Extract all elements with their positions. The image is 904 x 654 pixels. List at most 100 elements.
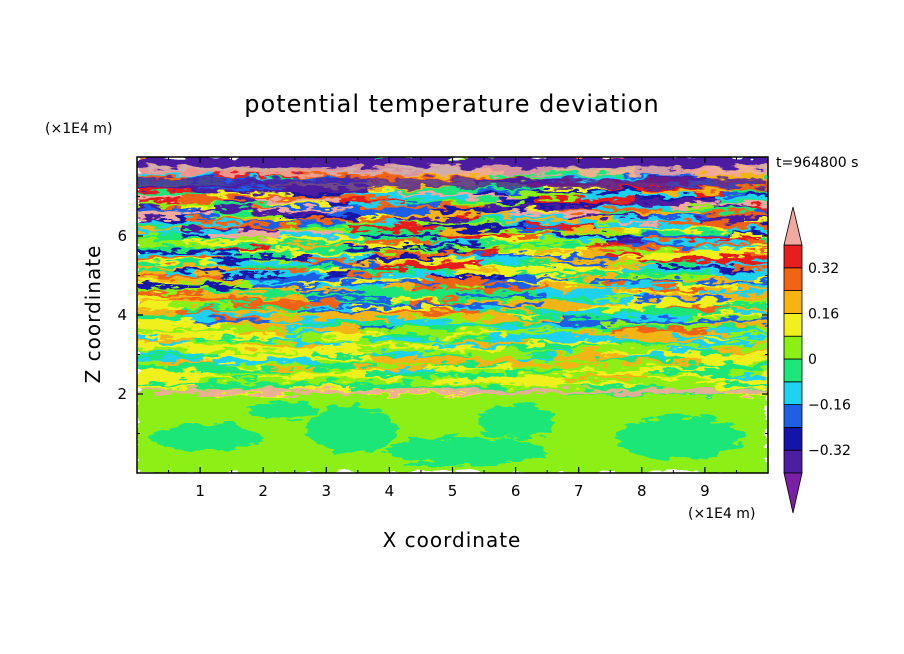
field-cell (215, 219, 245, 225)
field-blob (477, 403, 554, 440)
field-cell (503, 219, 597, 225)
field-cell (436, 238, 480, 244)
field-cell (208, 190, 237, 196)
x-ticks: 1 2 3 4 5 6 7 8 9 (168, 157, 737, 500)
field-cell (199, 377, 237, 383)
field-cell (248, 203, 272, 209)
field-cell (234, 251, 296, 256)
field-cell (642, 371, 694, 377)
field-cell (689, 348, 731, 354)
field-cell (373, 254, 448, 260)
field-cell (432, 206, 526, 212)
field-cell (628, 317, 723, 323)
field-cell (556, 260, 578, 266)
field-cell (527, 200, 603, 206)
field-cell (592, 244, 694, 250)
field-cell (277, 311, 314, 316)
field-cell (399, 276, 423, 282)
field-cell (355, 285, 446, 291)
field-cell (531, 257, 640, 263)
field-cell (601, 200, 697, 206)
field-cell (537, 247, 604, 253)
field-cell (137, 288, 205, 294)
field-cell (674, 333, 766, 339)
field-cell (605, 238, 646, 244)
field-cell (168, 266, 231, 272)
field-cell (312, 311, 404, 316)
field-cell (367, 187, 398, 193)
field-cell (270, 203, 365, 209)
field-cell (243, 216, 275, 222)
field-cell (235, 380, 314, 386)
field-cell (531, 352, 557, 358)
field-cell (260, 314, 333, 320)
field-cell (137, 371, 215, 377)
field-cell (637, 194, 717, 200)
field-cell (292, 257, 320, 263)
field-cell (638, 257, 745, 263)
field-cell (328, 200, 350, 206)
field-cell (576, 260, 613, 266)
field-cell (454, 292, 549, 298)
field-cell (137, 326, 170, 332)
field-cell (348, 200, 410, 206)
field-cell (308, 295, 395, 301)
field-cell (412, 314, 472, 320)
field-cell (626, 311, 697, 316)
field-cell (506, 330, 574, 335)
field-cell (137, 348, 208, 354)
field-cell (276, 187, 369, 193)
field-cell (726, 304, 768, 310)
x-units-label: (×1E4 m) (688, 506, 755, 522)
field-cell (213, 358, 321, 364)
field-cell (444, 285, 546, 291)
field-cell (569, 380, 644, 386)
field-cell (345, 244, 425, 250)
field-cell (375, 260, 407, 266)
field-cell (137, 273, 223, 279)
colorbar: 0.32 0.16 0 −0.16 −0.32 (783, 206, 851, 514)
colorbar-swatch (783, 449, 803, 474)
field-cell (491, 200, 529, 206)
field-cell (703, 336, 729, 342)
field-cell (137, 209, 213, 215)
field-cell (565, 298, 632, 304)
field-cell (464, 247, 503, 253)
field-cell (621, 225, 727, 231)
field-cell (732, 263, 768, 269)
field-top-band (137, 178, 768, 188)
field-cell (373, 219, 407, 225)
field-cell (453, 339, 530, 345)
field-cell (423, 244, 462, 250)
field-cell (465, 364, 513, 370)
field-cell (408, 200, 440, 206)
field-cell (296, 307, 383, 313)
field-cell (340, 197, 409, 203)
field-blob (307, 405, 396, 454)
field-cell (455, 288, 539, 294)
field-cell (524, 206, 562, 212)
y-ticks: 2 4 6 (117, 196, 768, 434)
field-cell (617, 235, 648, 241)
field-cell (137, 339, 160, 345)
field-cell (601, 209, 638, 215)
field-cell (289, 190, 345, 196)
field-cell (533, 187, 643, 193)
field-cell (187, 175, 251, 181)
field-cell (137, 194, 181, 200)
colorbar-label: 0 (808, 352, 817, 368)
field-cell (587, 241, 626, 247)
field-cell (641, 336, 705, 342)
field-cell (749, 203, 768, 209)
field-cell (219, 307, 298, 313)
field-cell (438, 301, 544, 307)
field-cell (396, 187, 478, 193)
field-cell (459, 374, 481, 380)
field-cell (583, 383, 666, 389)
field-cell (305, 326, 362, 332)
field-cell (731, 232, 768, 237)
field-cell (284, 194, 391, 200)
field-cell (137, 279, 180, 285)
field-cell (350, 269, 397, 275)
field-cell (137, 247, 240, 253)
